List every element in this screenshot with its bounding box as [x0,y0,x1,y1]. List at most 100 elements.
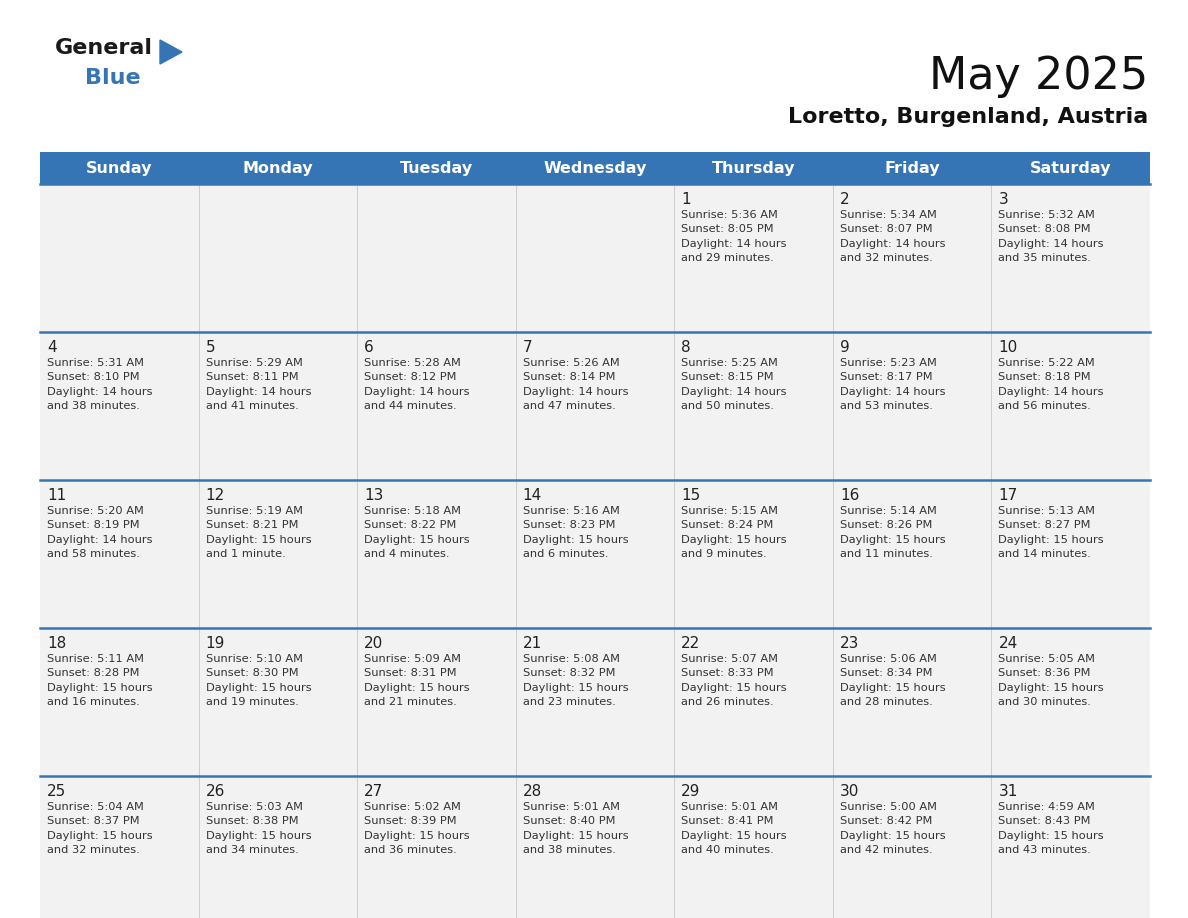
Text: Sunrise: 5:22 AM
Sunset: 8:18 PM
Daylight: 14 hours
and 56 minutes.: Sunrise: 5:22 AM Sunset: 8:18 PM Dayligh… [998,358,1104,411]
Text: Sunrise: 5:18 AM
Sunset: 8:22 PM
Daylight: 15 hours
and 4 minutes.: Sunrise: 5:18 AM Sunset: 8:22 PM Dayligh… [365,506,469,559]
Text: 30: 30 [840,784,859,799]
Text: Sunrise: 5:07 AM
Sunset: 8:33 PM
Daylight: 15 hours
and 26 minutes.: Sunrise: 5:07 AM Sunset: 8:33 PM Dayligh… [681,654,786,707]
Text: 29: 29 [681,784,701,799]
Bar [198,480,358,628]
Text: Sunrise: 5:26 AM
Sunset: 8:14 PM
Daylight: 14 hours
and 47 minutes.: Sunrise: 5:26 AM Sunset: 8:14 PM Dayligh… [523,358,628,411]
Bar [675,776,833,918]
Text: 27: 27 [365,784,384,799]
Text: 24: 24 [998,636,1018,651]
Bar [358,184,516,332]
Text: Sunrise: 5:09 AM
Sunset: 8:31 PM
Daylight: 15 hours
and 21 minutes.: Sunrise: 5:09 AM Sunset: 8:31 PM Dayligh… [365,654,469,707]
Text: 4: 4 [48,340,57,355]
Text: Monday: Monday [242,161,314,175]
Bar [40,332,198,480]
Bar [358,332,516,480]
Text: Sunday: Sunday [86,161,152,175]
Text: 5: 5 [206,340,215,355]
Text: Sunrise: 5:16 AM
Sunset: 8:23 PM
Daylight: 15 hours
and 6 minutes.: Sunrise: 5:16 AM Sunset: 8:23 PM Dayligh… [523,506,628,559]
Text: May 2025: May 2025 [929,55,1148,98]
Text: Sunrise: 5:00 AM
Sunset: 8:42 PM
Daylight: 15 hours
and 42 minutes.: Sunrise: 5:00 AM Sunset: 8:42 PM Dayligh… [840,802,946,856]
Text: Sunrise: 5:14 AM
Sunset: 8:26 PM
Daylight: 15 hours
and 11 minutes.: Sunrise: 5:14 AM Sunset: 8:26 PM Dayligh… [840,506,946,559]
Bar [833,332,992,480]
Bar [833,776,992,918]
Bar [833,184,992,332]
Bar [516,184,675,332]
Text: Wednesday: Wednesday [543,161,646,175]
Text: Sunrise: 5:19 AM
Sunset: 8:21 PM
Daylight: 15 hours
and 1 minute.: Sunrise: 5:19 AM Sunset: 8:21 PM Dayligh… [206,506,311,559]
Text: 18: 18 [48,636,67,651]
Polygon shape [160,40,182,64]
Text: Sunrise: 5:06 AM
Sunset: 8:34 PM
Daylight: 15 hours
and 28 minutes.: Sunrise: 5:06 AM Sunset: 8:34 PM Dayligh… [840,654,946,707]
Text: Sunrise: 5:25 AM
Sunset: 8:15 PM
Daylight: 14 hours
and 50 minutes.: Sunrise: 5:25 AM Sunset: 8:15 PM Dayligh… [681,358,786,411]
Text: Sunrise: 5:32 AM
Sunset: 8:08 PM
Daylight: 14 hours
and 35 minutes.: Sunrise: 5:32 AM Sunset: 8:08 PM Dayligh… [998,210,1104,263]
Text: 16: 16 [840,488,859,503]
Text: Blue: Blue [86,68,140,88]
Bar [675,332,833,480]
Bar [675,184,833,332]
Bar [516,332,675,480]
Text: 11: 11 [48,488,67,503]
Text: Sunrise: 5:03 AM
Sunset: 8:38 PM
Daylight: 15 hours
and 34 minutes.: Sunrise: 5:03 AM Sunset: 8:38 PM Dayligh… [206,802,311,856]
Text: 8: 8 [681,340,691,355]
Text: Sunrise: 4:59 AM
Sunset: 8:43 PM
Daylight: 15 hours
and 43 minutes.: Sunrise: 4:59 AM Sunset: 8:43 PM Dayligh… [998,802,1104,856]
Text: Sunrise: 5:31 AM
Sunset: 8:10 PM
Daylight: 14 hours
and 38 minutes.: Sunrise: 5:31 AM Sunset: 8:10 PM Dayligh… [48,358,152,411]
Bar [833,628,992,776]
Text: Sunrise: 5:15 AM
Sunset: 8:24 PM
Daylight: 15 hours
and 9 minutes.: Sunrise: 5:15 AM Sunset: 8:24 PM Dayligh… [681,506,786,559]
Text: Friday: Friday [884,161,940,175]
Text: Sunrise: 5:05 AM
Sunset: 8:36 PM
Daylight: 15 hours
and 30 minutes.: Sunrise: 5:05 AM Sunset: 8:36 PM Dayligh… [998,654,1104,707]
Text: Sunrise: 5:11 AM
Sunset: 8:28 PM
Daylight: 15 hours
and 16 minutes.: Sunrise: 5:11 AM Sunset: 8:28 PM Dayligh… [48,654,152,707]
Text: 10: 10 [998,340,1018,355]
Bar [40,776,198,918]
Bar [833,480,992,628]
Text: 14: 14 [523,488,542,503]
Text: 23: 23 [840,636,859,651]
Text: Sunrise: 5:08 AM
Sunset: 8:32 PM
Daylight: 15 hours
and 23 minutes.: Sunrise: 5:08 AM Sunset: 8:32 PM Dayligh… [523,654,628,707]
Bar [40,480,198,628]
Bar [198,332,358,480]
Text: 12: 12 [206,488,225,503]
Bar [992,480,1150,628]
Text: Sunrise: 5:28 AM
Sunset: 8:12 PM
Daylight: 14 hours
and 44 minutes.: Sunrise: 5:28 AM Sunset: 8:12 PM Dayligh… [365,358,469,411]
Bar [675,480,833,628]
Text: Sunrise: 5:01 AM
Sunset: 8:40 PM
Daylight: 15 hours
and 38 minutes.: Sunrise: 5:01 AM Sunset: 8:40 PM Dayligh… [523,802,628,856]
Text: 20: 20 [365,636,384,651]
Bar [358,776,516,918]
Bar [516,776,675,918]
Bar [40,184,198,332]
Text: Loretto, Burgenland, Austria: Loretto, Burgenland, Austria [788,107,1148,127]
Text: Sunrise: 5:34 AM
Sunset: 8:07 PM
Daylight: 14 hours
and 32 minutes.: Sunrise: 5:34 AM Sunset: 8:07 PM Dayligh… [840,210,946,263]
Text: 15: 15 [681,488,701,503]
Bar [198,776,358,918]
Text: Sunrise: 5:29 AM
Sunset: 8:11 PM
Daylight: 14 hours
and 41 minutes.: Sunrise: 5:29 AM Sunset: 8:11 PM Dayligh… [206,358,311,411]
Text: 21: 21 [523,636,542,651]
Text: Sunrise: 5:04 AM
Sunset: 8:37 PM
Daylight: 15 hours
and 32 minutes.: Sunrise: 5:04 AM Sunset: 8:37 PM Dayligh… [48,802,152,856]
Text: Thursday: Thursday [712,161,795,175]
Text: 17: 17 [998,488,1018,503]
Text: 19: 19 [206,636,225,651]
Bar [516,480,675,628]
Bar [40,152,1150,184]
Text: Sunrise: 5:20 AM
Sunset: 8:19 PM
Daylight: 14 hours
and 58 minutes.: Sunrise: 5:20 AM Sunset: 8:19 PM Dayligh… [48,506,152,559]
Text: Sunrise: 5:13 AM
Sunset: 8:27 PM
Daylight: 15 hours
and 14 minutes.: Sunrise: 5:13 AM Sunset: 8:27 PM Dayligh… [998,506,1104,559]
Bar [358,480,516,628]
Bar [516,628,675,776]
Text: Saturday: Saturday [1030,161,1112,175]
Text: Sunrise: 5:01 AM
Sunset: 8:41 PM
Daylight: 15 hours
and 40 minutes.: Sunrise: 5:01 AM Sunset: 8:41 PM Dayligh… [681,802,786,856]
Text: Sunrise: 5:36 AM
Sunset: 8:05 PM
Daylight: 14 hours
and 29 minutes.: Sunrise: 5:36 AM Sunset: 8:05 PM Dayligh… [681,210,786,263]
Text: 26: 26 [206,784,225,799]
Text: 2: 2 [840,192,849,207]
Bar [358,628,516,776]
Text: Sunrise: 5:23 AM
Sunset: 8:17 PM
Daylight: 14 hours
and 53 minutes.: Sunrise: 5:23 AM Sunset: 8:17 PM Dayligh… [840,358,946,411]
Bar [992,776,1150,918]
Bar [198,184,358,332]
Text: General: General [55,38,153,58]
Text: Sunrise: 5:02 AM
Sunset: 8:39 PM
Daylight: 15 hours
and 36 minutes.: Sunrise: 5:02 AM Sunset: 8:39 PM Dayligh… [365,802,469,856]
Text: 9: 9 [840,340,849,355]
Text: 1: 1 [681,192,691,207]
Text: 6: 6 [365,340,374,355]
Text: 3: 3 [998,192,1009,207]
Bar [40,628,198,776]
Bar [992,332,1150,480]
Text: 7: 7 [523,340,532,355]
Text: 22: 22 [681,636,701,651]
